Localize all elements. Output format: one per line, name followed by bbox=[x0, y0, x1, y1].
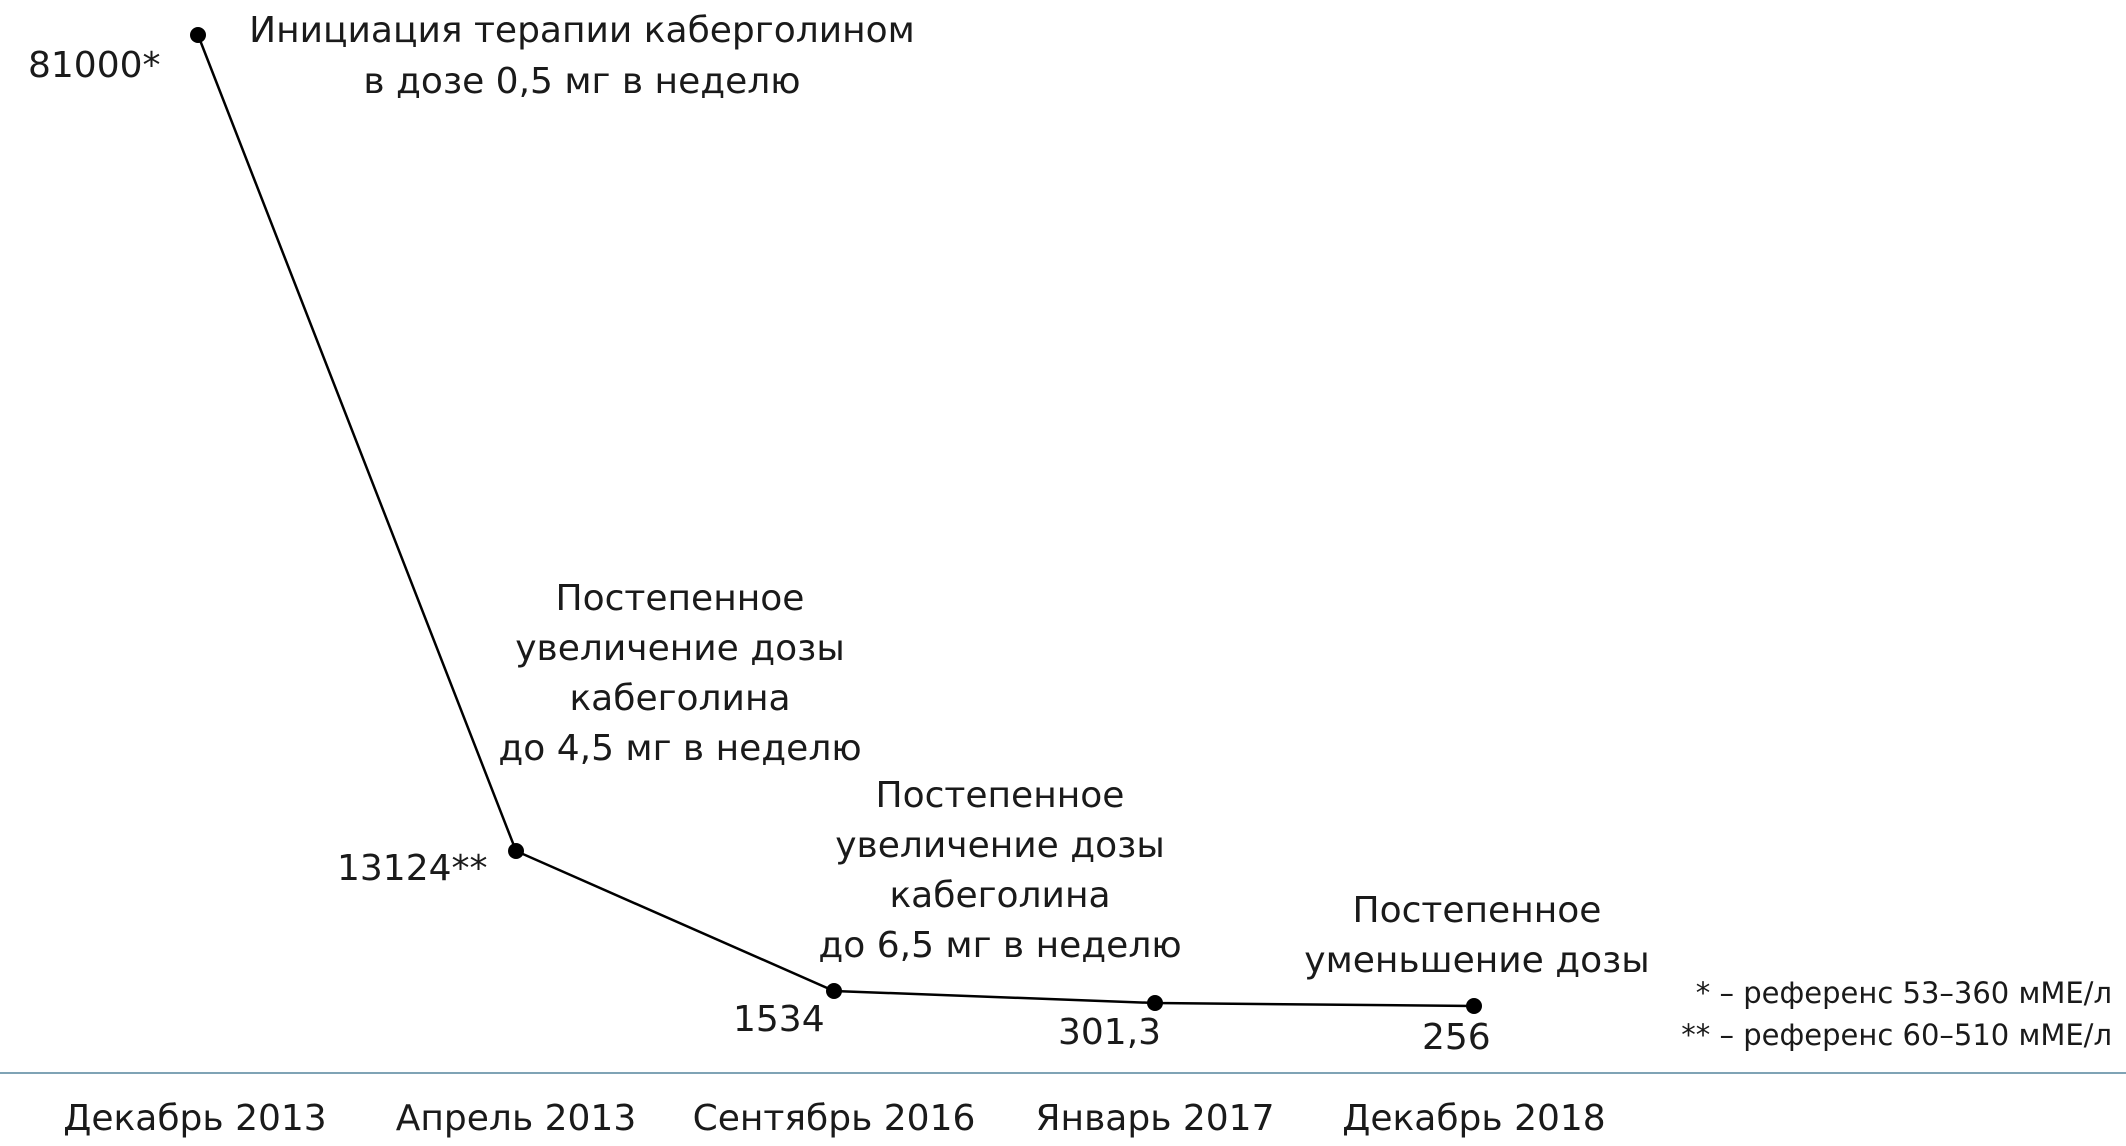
x-tick-label: Апрель 2013 bbox=[396, 1098, 636, 1139]
data-point bbox=[826, 983, 842, 999]
data-label: 1534 bbox=[733, 999, 825, 1040]
data-label: 13124** bbox=[337, 848, 488, 889]
x-tick-label: Сентябрь 2016 bbox=[693, 1098, 976, 1139]
data-point bbox=[1466, 998, 1482, 1014]
data-label: 256 bbox=[1422, 1017, 1491, 1058]
annotation-line: увеличение дозы bbox=[835, 825, 1165, 866]
data-point bbox=[508, 843, 524, 859]
x-tick-label: Январь 2017 bbox=[1036, 1098, 1275, 1139]
data-point bbox=[1147, 995, 1163, 1011]
annotation-line: до 6,5 мг в неделю bbox=[818, 925, 1181, 966]
data-point bbox=[190, 27, 206, 43]
x-tick-label: Декабрь 2018 bbox=[1342, 1098, 1605, 1139]
annotation-line: Инициация терапии каберголином bbox=[249, 10, 915, 51]
annotation-line: до 4,5 мг в неделю bbox=[498, 728, 861, 769]
annotation-line: увеличение дозы bbox=[515, 628, 845, 669]
annotation-line: кабеголина bbox=[889, 875, 1110, 916]
annotation-line: Постепенное bbox=[556, 578, 805, 619]
data-label: 301,3 bbox=[1058, 1012, 1161, 1053]
data-label: 81000* bbox=[28, 45, 161, 86]
annotation-line: Постепенное bbox=[1353, 890, 1602, 931]
annotation-line: кабеголина bbox=[569, 678, 790, 719]
annotation-line: уменьшение дозы bbox=[1304, 940, 1649, 981]
annotation-line: в дозе 0,5 мг в неделю bbox=[363, 61, 800, 102]
footnote: ** – референс 60–510 мМЕ/л bbox=[1681, 1018, 2112, 1052]
x-tick-label: Декабрь 2013 bbox=[63, 1098, 326, 1139]
footnote: * – референс 53–360 мМЕ/л bbox=[1696, 976, 2112, 1010]
annotation-line: Постепенное bbox=[876, 775, 1125, 816]
